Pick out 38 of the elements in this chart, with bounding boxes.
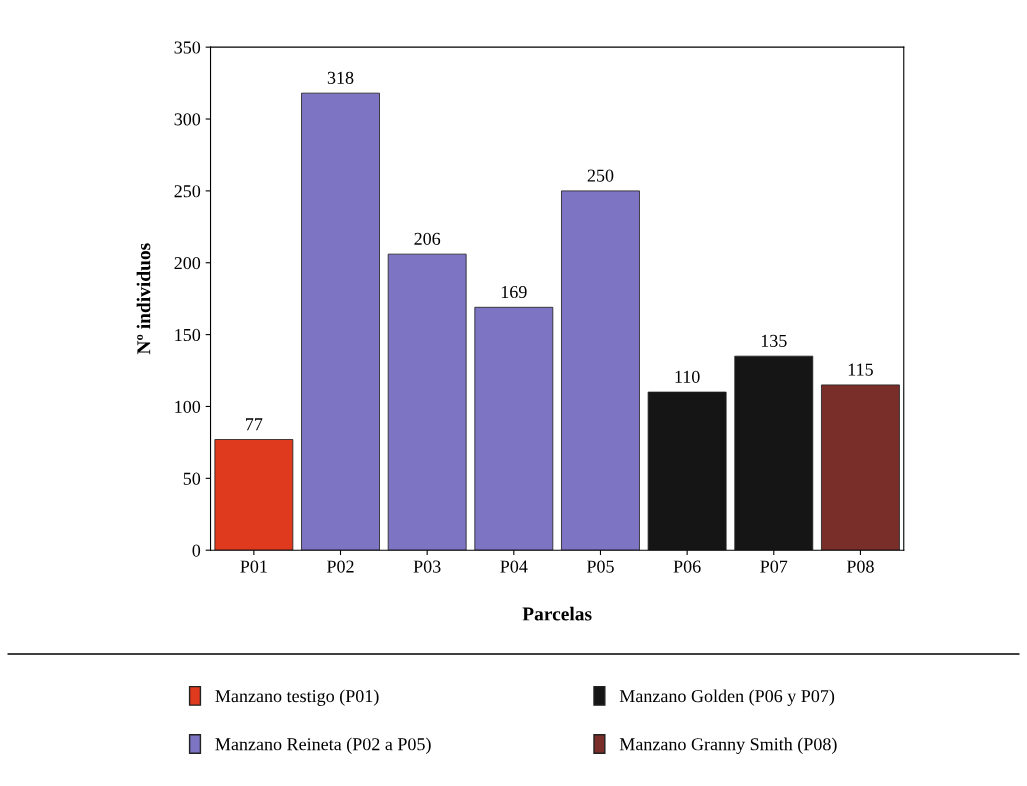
legend-label: Manzano Granny Smith (P08) — [619, 737, 837, 755]
data-label: 115 — [848, 363, 873, 376]
bar — [647, 391, 727, 551]
x-tick-label: P01 — [240, 560, 267, 573]
legend-label: Manzano Reineta (P02 a P05) — [215, 737, 431, 754]
legend-label: Manzano testigo (P01) — [215, 689, 379, 706]
legend-label: Manzano Golden (P06 y P07) — [619, 689, 835, 706]
x-tick-label: P08 — [846, 560, 874, 573]
x-tick-label: P04 — [500, 560, 528, 573]
bar — [474, 306, 554, 551]
data-label: 135 — [761, 334, 787, 347]
bar — [561, 190, 640, 551]
y-tick-label: 300 — [174, 113, 201, 126]
data-label: 318 — [327, 71, 354, 84]
y-tick-label: 250 — [174, 185, 201, 198]
y-tick-label: 150 — [175, 328, 201, 342]
x-tick-label: P07 — [760, 560, 788, 573]
y-tick-label: 100 — [175, 400, 201, 413]
y-tick-label: 0 — [192, 544, 201, 557]
y-tick-label: 200 — [174, 257, 201, 270]
y-axis-title: Nº individuos — [136, 243, 151, 355]
data-label: 169 — [501, 285, 527, 299]
data-label: 206 — [414, 232, 441, 245]
bar — [734, 355, 814, 551]
x-tick-label: P03 — [413, 560, 441, 573]
x-tick-label: P06 — [673, 560, 701, 573]
x-tick-label: P05 — [586, 560, 614, 573]
bar — [821, 384, 900, 551]
bar — [301, 92, 380, 551]
bar — [387, 253, 467, 551]
y-tick-label: 50 — [183, 472, 201, 485]
x-tick-label: P02 — [326, 560, 354, 573]
y-tick-label: 350 — [174, 41, 201, 54]
data-label: 250 — [587, 169, 614, 182]
bar — [214, 439, 294, 551]
data-label: 77 — [246, 418, 263, 431]
x-axis-title: Parcelas — [522, 606, 592, 621]
data-label: 110 — [675, 370, 700, 383]
